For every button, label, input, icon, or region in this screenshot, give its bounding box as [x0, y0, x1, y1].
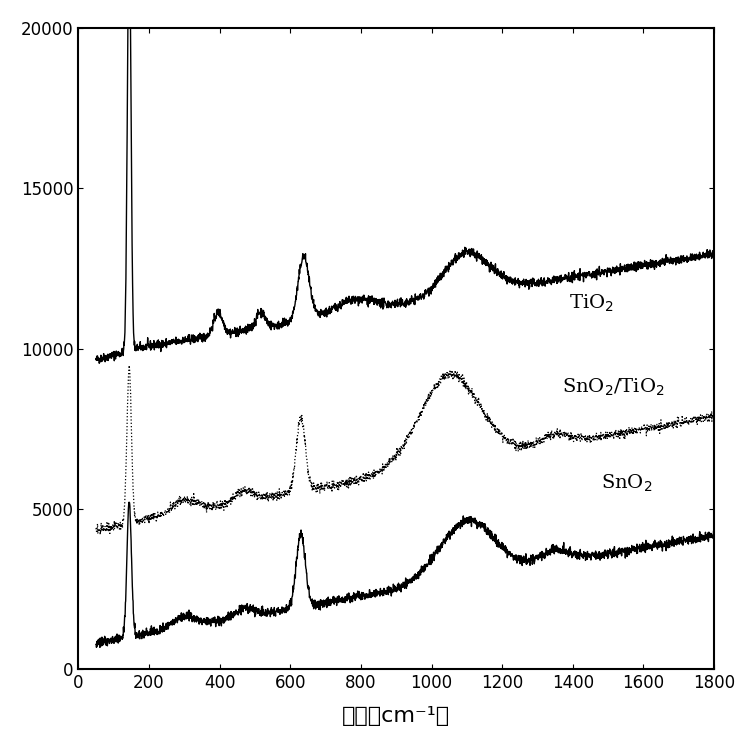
Text: TiO$_2$: TiO$_2$	[569, 293, 614, 314]
X-axis label: 波数（cm⁻¹）: 波数（cm⁻¹）	[342, 706, 451, 726]
Text: SnO$_2$: SnO$_2$	[601, 473, 652, 494]
Text: SnO$_2$/TiO$_2$: SnO$_2$/TiO$_2$	[562, 376, 665, 397]
